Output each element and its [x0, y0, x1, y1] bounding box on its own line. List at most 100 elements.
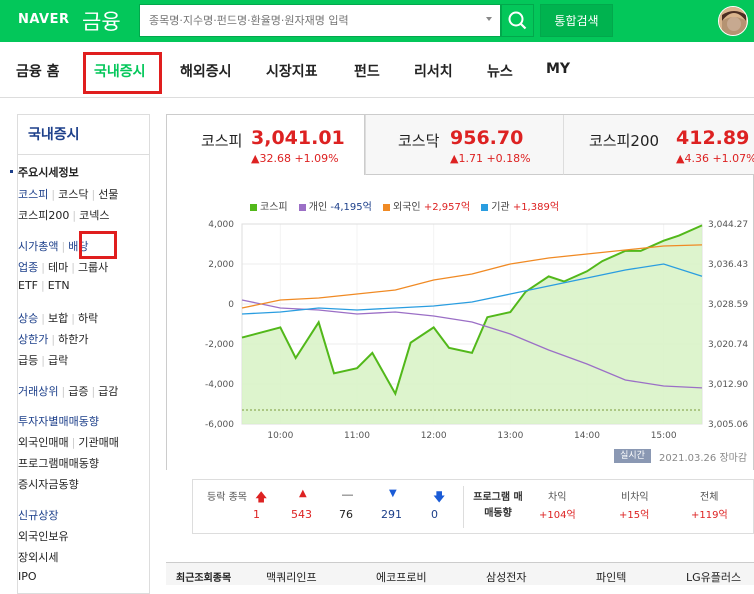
search-input[interactable]	[140, 5, 470, 36]
foreign-line	[241, 244, 703, 309]
legend-institution-value: +1,389억	[512, 202, 560, 213]
tab-kospi-change: ▲32.68 +1.09%	[251, 152, 339, 165]
sidebar-item-futures[interactable]: 선물	[98, 188, 119, 201]
sidebar-item-etn[interactable]: ETN	[47, 279, 70, 292]
nav-news[interactable]: 뉴스	[487, 64, 513, 80]
sidebar-item-ipo[interactable]: IPO	[18, 570, 37, 583]
sidebar-item-foreign-trading[interactable]: 외국인매매	[18, 436, 69, 449]
sidebar-item-kospi200[interactable]: 코스피200	[18, 209, 70, 222]
bullet-icon	[10, 170, 13, 173]
chart-date: 2021.03.26 장마감	[659, 453, 748, 464]
sidebar-item-theme[interactable]: 테마	[47, 261, 69, 274]
legend-swatch	[250, 203, 257, 211]
legend-individual: 개인	[308, 202, 328, 213]
x-tick-label: 14:00	[574, 431, 600, 441]
x-tick-label: 10:00	[267, 431, 293, 441]
sidebar-item-otc-price[interactable]: 장외시세	[18, 551, 59, 564]
nav-fund[interactable]: 펀드	[354, 64, 380, 80]
sidebar-item-sector[interactable]: 업종	[18, 261, 39, 274]
legend-kospi: 코스피	[260, 202, 288, 213]
finance-logo[interactable]: 금융	[82, 10, 121, 34]
tab-kospi200-change: ▲4.36 +1.07%	[676, 152, 754, 165]
search-box[interactable]	[139, 4, 501, 37]
sidebar-item-foreign-holding[interactable]: 외국인보유	[18, 530, 69, 543]
top-header: NAVER 금융 통합검색	[0, 0, 754, 42]
tab-kosdaq-change: ▲1.71 +0.18%	[450, 152, 531, 165]
sidebar-item-fall[interactable]: 하락	[77, 312, 99, 325]
nav-market-index[interactable]: 시장지표	[266, 64, 318, 80]
integrated-search-button[interactable]: 통합검색	[540, 4, 613, 37]
sidebar-item-flat[interactable]: 보합	[47, 312, 69, 325]
recent-item[interactable]: LG유플러스	[686, 571, 742, 584]
nav-overseas-stock[interactable]: 해외증시	[180, 64, 232, 80]
upper-limit-count[interactable]: 1	[253, 508, 260, 521]
legend-foreign-value: +2,957억	[423, 202, 471, 213]
y-left-tick-label: 2,000	[208, 260, 234, 270]
flat-count[interactable]: 76	[339, 508, 353, 521]
sidebar-item-surge[interactable]: 급등	[18, 354, 39, 367]
sidebar-row: 외국인매매 | 기관매매	[18, 436, 119, 449]
nav-finance-home[interactable]: 금융 홈	[16, 64, 60, 80]
rise-count[interactable]: 543	[291, 508, 312, 521]
sidebar-item-volume-drop[interactable]: 급감	[98, 385, 119, 398]
x-tick-label: 13:00	[497, 431, 523, 441]
naver-logo[interactable]: NAVER	[18, 12, 70, 27]
sidebar-item-etf[interactable]: ETF	[18, 279, 38, 292]
sidebar-item-upper-limit[interactable]: 상한가	[18, 333, 49, 346]
user-avatar[interactable]	[718, 6, 748, 36]
sidebar-item-konex[interactable]: 코넥스	[79, 209, 110, 222]
highlight-box-nav	[83, 52, 162, 94]
sidebar-item-market-cap[interactable]: 시가총액	[18, 240, 59, 253]
program-total-value: +119억	[691, 510, 728, 521]
main-nav: 금융 홈 국내증시 해외증시 시장지표 펀드 리서치 뉴스 MY	[0, 42, 754, 98]
program-nonarbitrage-value: +15억	[619, 510, 650, 521]
program-header-nonarbitrage: 비차익	[621, 492, 649, 503]
lower-limit-count[interactable]: 0	[431, 508, 438, 521]
recent-item[interactable]: 파인텍	[596, 571, 627, 584]
y-left-tick-label: -6,000	[205, 420, 234, 430]
tab-kosdaq[interactable]: 코스닥 956.70 ▲1.71 +0.18%	[365, 115, 563, 175]
legend-swatch	[298, 203, 306, 211]
legend-foreign: 외국인	[393, 202, 421, 213]
sidebar-item-volume-surge[interactable]: 급증	[68, 385, 89, 398]
kospi-intraday-chart[interactable]: 4,000 2,000 0 -2,000 -4,000 -6,000 3,044.27 3,0…	[166, 210, 754, 450]
sidebar-item-lower-limit[interactable]: 하한가	[58, 333, 89, 346]
lower-limit-icon: 🡇	[433, 490, 446, 504]
sidebar-item-kosdaq[interactable]: 코스닥	[58, 188, 89, 201]
y-right-tick-label: 3,020.74	[708, 340, 748, 350]
x-tick-label: 11:00	[344, 431, 370, 441]
sidebar-item-dividend[interactable]: 배당	[68, 240, 89, 253]
tab-kospi[interactable]: 코스피 3,041.01 ▲32.68 +1.09%	[166, 115, 365, 175]
sidebar-item-institution-trading[interactable]: 기관매매	[78, 436, 119, 449]
recent-item[interactable]: 삼성전자	[486, 571, 527, 584]
sidebar-item-fund-trend[interactable]: 증시자금동향	[18, 478, 79, 491]
sidebar-item-kospi[interactable]: 코스피	[18, 188, 49, 201]
tab-kospi200[interactable]: 코스피200 412.89 ▲4.36 +1.07%	[563, 115, 754, 175]
recent-item[interactable]: 에코프로비	[376, 571, 427, 584]
nav-my[interactable]: MY	[546, 61, 571, 77]
sidebar-item-plunge[interactable]: 급락	[47, 354, 69, 367]
up-arrow-icon: ▲	[450, 152, 459, 165]
highlight-box-dividend	[79, 231, 117, 259]
sidebar-item-new-listing[interactable]: 신규상장	[18, 509, 59, 522]
x-tick-label: 12:00	[421, 431, 447, 441]
sidebar-item-rise[interactable]: 상승	[18, 312, 39, 325]
recent-item[interactable]: 맥쿼리인프	[266, 571, 317, 584]
nav-research[interactable]: 리서치	[414, 64, 453, 80]
sidebar-row: ETF | ETN	[18, 279, 70, 292]
sidebar-item-trading-top[interactable]: 거래상위	[18, 385, 59, 398]
kospi-area	[242, 225, 702, 424]
fall-icon: ▼	[389, 488, 397, 499]
sidebar-item-investor-trend[interactable]: 투자자별매매동향	[18, 415, 99, 428]
realtime-badge: 실시간	[614, 449, 651, 463]
y-right-tick-label: 3,036.43	[708, 260, 748, 270]
recent-viewed-bar: 최근조회종목 맥쿼리인프 에코프로비 삼성전자 파인텍 LG유플러스	[166, 562, 754, 585]
search-button[interactable]	[501, 4, 534, 37]
sidebar-item-group[interactable]: 그룹사	[77, 261, 109, 274]
nav-domestic-stock[interactable]: 국내증시	[94, 64, 146, 80]
autocomplete-toggle-icon[interactable]	[486, 17, 492, 21]
upper-limit-icon: 🡅	[255, 490, 268, 504]
fall-count[interactable]: 291	[381, 508, 402, 521]
y-left-tick-label: -4,000	[205, 380, 234, 390]
sidebar-item-program-trend[interactable]: 프로그램매매동향	[18, 457, 99, 470]
